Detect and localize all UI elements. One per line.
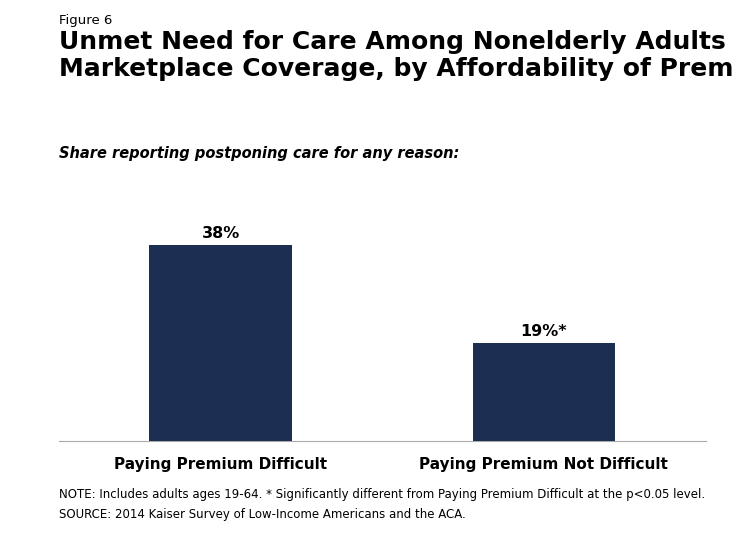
Text: 38%: 38% <box>201 226 240 241</box>
Text: THE HENRY J.: THE HENRY J. <box>645 479 686 484</box>
Text: Figure 6: Figure 6 <box>59 14 112 27</box>
Text: SOURCE: 2014 Kaiser Survey of Low-Income Americans and the ACA.: SOURCE: 2014 Kaiser Survey of Low-Income… <box>59 508 465 521</box>
Text: Unmet Need for Care Among Nonelderly Adults with
Marketplace Coverage, by Afford: Unmet Need for Care Among Nonelderly Adu… <box>59 30 735 81</box>
Text: KAISER: KAISER <box>641 490 689 504</box>
Text: 19%*: 19%* <box>520 324 567 339</box>
Text: Share reporting postponing care for any reason:: Share reporting postponing care for any … <box>59 146 459 161</box>
Bar <box>149 245 292 441</box>
Text: NOTE: Includes adults ages 19-64. * Significantly different from Paying Premium : NOTE: Includes adults ages 19-64. * Sign… <box>59 488 705 501</box>
Bar <box>473 343 615 441</box>
Text: FOUNDATION: FOUNDATION <box>642 523 688 528</box>
Text: FAMILY: FAMILY <box>642 505 688 518</box>
